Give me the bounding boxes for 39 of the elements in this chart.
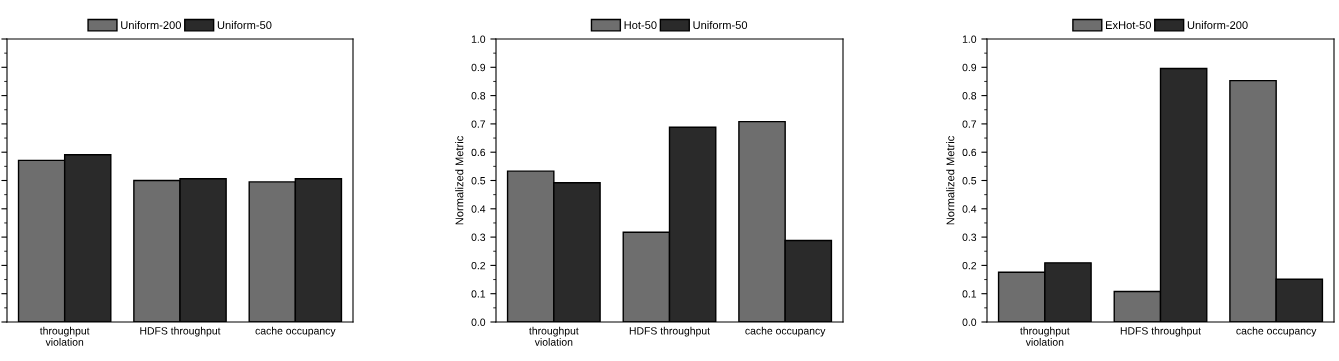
- y-tick-label: 0.7: [471, 120, 486, 128]
- legend-label: Uniform-200: [1187, 20, 1248, 30]
- x-tick-label: HDFS throughput: [629, 326, 710, 337]
- y-tick-label: 1.0: [962, 35, 977, 43]
- y-tick-label: 0.3: [962, 233, 977, 241]
- x-tick-label: throughput violation: [1020, 326, 1070, 346]
- x-tick-label: cache occupancy: [745, 326, 826, 337]
- x-tick-label: HDFS throughput: [140, 326, 221, 337]
- y-tick-label: 0.4: [962, 205, 977, 213]
- y-tick-label: 0.2: [471, 261, 486, 270]
- y-tick-label: 0.2: [962, 261, 977, 270]
- y-tick-label: 0.1: [962, 290, 977, 298]
- y-tick-label: 0.5: [471, 177, 486, 185]
- y-tick-label: 0.5: [962, 177, 977, 185]
- legend-label: Uniform-50: [217, 20, 272, 30]
- y-tick-label: 0.8: [471, 92, 486, 100]
- y-tick-label: 0.4: [471, 205, 486, 213]
- y-tick-label: 0.6: [962, 148, 977, 157]
- legend-label: Uniform-200: [121, 20, 181, 30]
- y-axis-title: Normalized Metric: [946, 136, 955, 225]
- y-tick-label: 0.0: [471, 318, 486, 326]
- y-tick-label: 0.6: [471, 148, 486, 157]
- legend-label: Hot-50: [624, 21, 657, 30]
- y-axis-title: Normalized Metric: [455, 136, 464, 225]
- x-tick-label: throughput violation: [529, 326, 579, 346]
- y-tick-label: 0.3: [471, 233, 486, 241]
- legend-label: ExHot-50: [1106, 21, 1151, 30]
- y-tick-label: 0.8: [962, 92, 977, 100]
- x-tick-label: cache occupancy: [1236, 326, 1317, 337]
- y-tick-label: 0.9: [962, 63, 977, 72]
- y-tick-label: 0.7: [962, 120, 977, 128]
- y-tick-label: 1.0: [471, 35, 486, 43]
- x-tick-label: throughput violation: [39, 326, 90, 346]
- x-tick-label: HDFS throughput: [1120, 326, 1201, 337]
- y-tick-label: 0.1: [471, 290, 486, 298]
- y-tick-label: 0.9: [471, 63, 486, 72]
- legend-label: Uniform-50: [693, 20, 748, 30]
- y-tick-label: 0.0: [962, 318, 977, 326]
- x-tick-label: cache occupancy: [255, 326, 336, 337]
